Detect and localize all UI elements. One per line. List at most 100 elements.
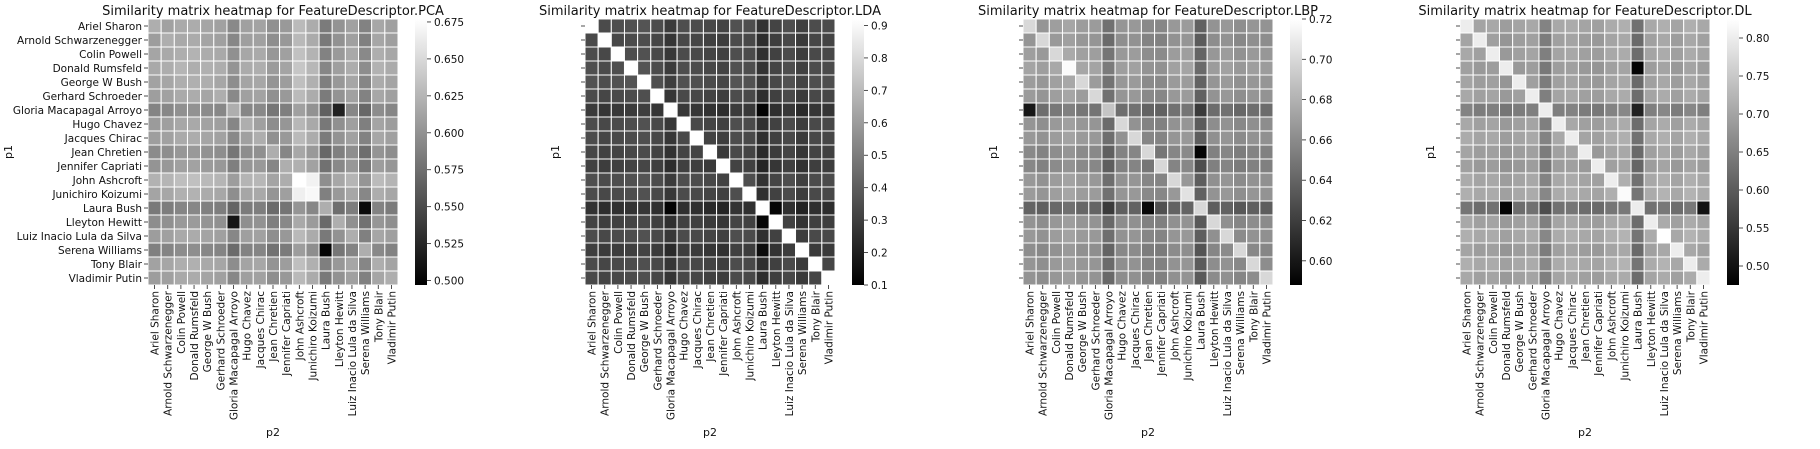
- heatmap-cell: [742, 256, 757, 272]
- heatmap-cell: [1643, 242, 1658, 258]
- heatmap-cell: [384, 116, 399, 132]
- heatmap-cell: [1485, 242, 1500, 258]
- heatmap-cell: [1630, 116, 1645, 132]
- heatmap-cell: [1061, 242, 1077, 258]
- heatmap-cell: [292, 172, 307, 188]
- heatmap-cell: [689, 88, 704, 104]
- heatmap-cell: [1591, 200, 1606, 216]
- x-tick-label: Laura Bush: [321, 291, 333, 350]
- heatmap-cell: [1472, 144, 1487, 160]
- x-tick-label: Jean Chretien: [705, 291, 717, 363]
- x-tick-label: Tony Blair: [1685, 290, 1697, 343]
- heatmap-cell: [702, 186, 718, 202]
- heatmap-cell: [1180, 228, 1195, 244]
- heatmap-cell: [1538, 200, 1553, 216]
- heatmap-cell: [1551, 214, 1566, 230]
- heatmap-cell: [702, 270, 718, 286]
- heatmap-cell: [371, 200, 386, 216]
- heatmap-cell: [755, 172, 770, 188]
- heatmap-cell: [186, 32, 202, 48]
- heatmap-cell: [200, 228, 215, 244]
- heatmap-cell: [1193, 242, 1208, 258]
- heatmap-cell: [1180, 88, 1195, 104]
- heatmap-cell: [1656, 88, 1672, 104]
- heatmap-cell: [265, 74, 281, 90]
- heatmap-cell: [147, 172, 162, 188]
- heatmap-cell: [1577, 172, 1593, 188]
- heatmap-cell: [331, 242, 346, 258]
- heatmap-cell: [1591, 172, 1606, 188]
- heatmap-cell: [742, 172, 757, 188]
- colorbar-tick-label: 0.70: [1746, 109, 1769, 121]
- heatmap-cell: [650, 256, 665, 272]
- heatmap-cell: [795, 18, 810, 34]
- heatmap-cell: [1604, 256, 1619, 272]
- heatmap-cell: [781, 172, 797, 188]
- heatmap-cell: [689, 60, 704, 76]
- heatmap-cell: [1656, 186, 1672, 202]
- x-tick-label: Ariel Sharon: [150, 291, 162, 355]
- heatmap-cell: [1630, 130, 1645, 146]
- heatmap-cell: [768, 18, 783, 34]
- heatmap-cell: [676, 228, 691, 244]
- heatmap-cell: [676, 102, 691, 118]
- heatmap-cell: [1670, 74, 1685, 90]
- colorbar-tick-label: 0.68: [1309, 95, 1332, 107]
- heatmap-cell: [623, 214, 639, 230]
- heatmap-cell: [1577, 74, 1593, 90]
- heatmap-cell: [597, 186, 612, 202]
- heatmap-cell: [1219, 214, 1235, 230]
- x-tick-label: John Ashcroft: [1169, 291, 1181, 361]
- heatmap-cell: [344, 18, 360, 34]
- heatmap-cell: [1459, 18, 1474, 34]
- heatmap-cell: [1219, 144, 1235, 160]
- heatmap-cell: [781, 228, 797, 244]
- heatmap-cell: [305, 200, 320, 216]
- heatmap-cell: [213, 228, 228, 244]
- heatmap-cell: [1525, 116, 1540, 132]
- heatmap-cell: [1114, 116, 1129, 132]
- heatmap-cell: [371, 186, 386, 202]
- heatmap-cell: [200, 88, 215, 104]
- x-tick-label: Luiz Inacio Lula da Silva: [1659, 291, 1671, 416]
- heatmap-cell: [650, 270, 665, 286]
- heatmap-cell: [795, 60, 810, 76]
- heatmap-cell: [1140, 256, 1156, 272]
- heatmap-cell: [318, 270, 333, 286]
- heatmap-cell: [147, 60, 162, 76]
- chart-title: Similarity matrix heatmap for FeatureDes…: [102, 4, 444, 19]
- heatmap-cell: [1233, 130, 1248, 146]
- heatmap-cell: [1061, 102, 1077, 118]
- colorbar-tick-label: 0.66: [1309, 135, 1333, 147]
- heatmap-cell: [623, 32, 639, 48]
- heatmap-cell: [1683, 130, 1698, 146]
- heatmap-cell: [663, 242, 678, 258]
- heatmap-cell: [384, 172, 399, 188]
- heatmap-cell: [637, 74, 652, 90]
- heatmap-cell: [371, 144, 386, 160]
- heatmap-cell: [1193, 256, 1208, 272]
- heatmap-cell: [702, 88, 718, 104]
- heatmap-cell: [1206, 158, 1221, 174]
- heatmap-cell: [742, 102, 757, 118]
- heatmap-cell: [1140, 172, 1156, 188]
- heatmap-cell: [1696, 88, 1711, 104]
- heatmap-cell: [1538, 172, 1553, 188]
- heatmap-cell: [1683, 270, 1698, 286]
- heatmap-cell: [689, 74, 704, 90]
- heatmap-cell: [1577, 144, 1593, 160]
- heatmap-cell: [265, 158, 281, 174]
- heatmap-cell: [1591, 158, 1606, 174]
- heatmap-cell: [623, 242, 639, 258]
- heatmap-cell: [226, 158, 241, 174]
- heatmap-cell: [663, 18, 678, 34]
- heatmap-cell: [689, 130, 704, 146]
- heatmap-cell: [623, 270, 639, 286]
- heatmap-cell: [265, 32, 281, 48]
- heatmap-cell: [1643, 74, 1658, 90]
- heatmap-cell: [584, 214, 599, 230]
- heatmap-cell: [702, 172, 718, 188]
- heatmap-cell: [1154, 32, 1169, 48]
- x-tick-label: Ariel Sharon: [1462, 291, 1474, 355]
